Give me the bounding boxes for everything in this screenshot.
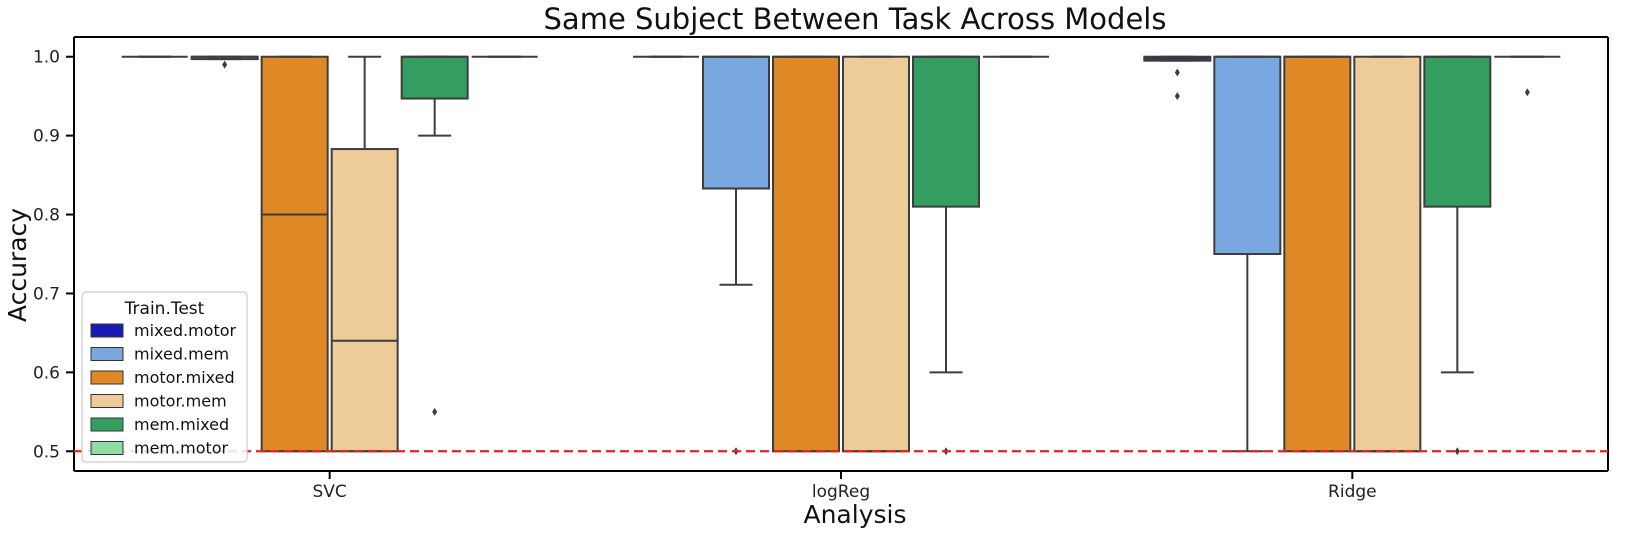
x-tick-label: logReg: [812, 482, 870, 502]
legend-swatch-mem.motor: [90, 441, 124, 455]
box-mixed.motor-Ridge: [1143, 55, 1212, 101]
outlier-point: [1454, 447, 1460, 456]
box-body: [1353, 55, 1422, 453]
legend-label-mem.mixed: mem.mixed: [134, 415, 229, 434]
box-motor.mem-Ridge: [1353, 55, 1422, 453]
box-body: [1423, 55, 1492, 208]
outlier-point: [1524, 88, 1530, 97]
y-tick-label: 0.6: [33, 363, 60, 383]
legend-swatch-motor.mixed: [90, 370, 124, 385]
box-body: [842, 55, 910, 453]
x-axis-label: Analysis: [803, 500, 906, 529]
box-body: [772, 55, 840, 453]
legend-swatch-mixed.mem: [90, 347, 124, 361]
box-body: [260, 55, 329, 453]
y-tick-label: 0.9: [33, 127, 60, 147]
x-tick-label: SVC: [313, 482, 347, 502]
legend-label-mixed.mem: mixed.mem: [134, 345, 229, 364]
box-body: [330, 148, 399, 453]
box-motor.mem-logReg: [842, 55, 910, 453]
legend-label-motor.mem: motor.mem: [134, 392, 227, 411]
legend-swatch-mem.mixed: [90, 417, 124, 432]
outlier-point: [222, 60, 228, 69]
y-tick-label: 0.5: [33, 442, 60, 462]
box-mem.mixed-logReg: [912, 55, 980, 456]
x-tick-label: Ridge: [1328, 482, 1377, 502]
box-mem.mixed-SVC: [400, 55, 469, 416]
box-motor.mixed-Ridge: [1283, 55, 1352, 453]
box-body: [912, 55, 980, 208]
box-body: [1213, 55, 1282, 255]
legend-swatch-motor.mem: [90, 394, 124, 408]
plot-area: 0.5 0.6 0.7 0.8 0.9 1.0 SVC logReg Ridge: [33, 36, 1609, 502]
box-mem.motor-Ridge: [1494, 55, 1561, 97]
y-tick-label: 0.7: [33, 284, 60, 304]
legend-swatch-mixed.motor: [90, 323, 124, 338]
box-motor.mem-SVC: [330, 55, 399, 453]
chart-title: Same Subject Between Task Across Models: [544, 2, 1167, 36]
y-axis-label: Accuracy: [3, 208, 32, 322]
box-mem.mixed-Ridge: [1423, 55, 1492, 456]
legend-label-mem.motor: mem.motor: [134, 439, 229, 458]
y-tick-label: 0.8: [33, 206, 60, 226]
box-motor.mixed-SVC: [260, 55, 329, 453]
box-mixed.mem-logReg: [702, 55, 770, 456]
outlier-point: [1174, 68, 1180, 77]
legend-title: Train.Test: [124, 299, 205, 319]
box-body: [1283, 55, 1352, 453]
outlier-point: [432, 407, 438, 416]
box-mixed.mem-SVC: [190, 55, 259, 69]
box-body: [400, 55, 469, 100]
legend: Train.Test mixed.motor mixed.mem motor.mixe…: [81, 291, 248, 463]
y-tick-label: 1.0: [33, 48, 60, 68]
box-motor.mixed-logReg: [772, 55, 840, 453]
box-body: [702, 55, 770, 190]
outlier-point: [1174, 92, 1180, 101]
legend-label-motor.mixed: motor.mixed: [134, 368, 235, 387]
legend-label-mixed.motor: mixed.motor: [134, 321, 237, 340]
box-mixed.mem-Ridge: [1213, 55, 1282, 453]
